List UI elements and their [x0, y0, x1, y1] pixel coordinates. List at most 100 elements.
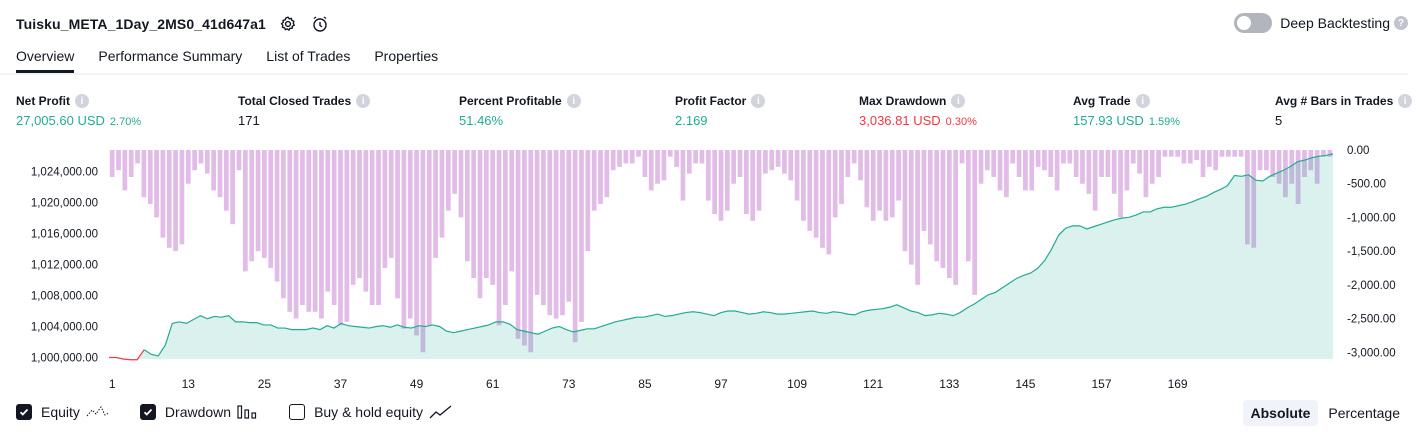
- legend-equity[interactable]: Equity: [16, 404, 110, 420]
- drawdown-bar: [997, 150, 1003, 191]
- stats-row: Net Profit i 27,005.60 USD 2.70% Total Clo…: [16, 94, 1424, 134]
- drawdown-bar: [1321, 150, 1326, 157]
- drawdown-bar: [338, 150, 343, 326]
- drawdown-bar: [496, 150, 502, 326]
- stat-label: Net Profit: [16, 94, 70, 108]
- drawdown-bar: [756, 150, 762, 211]
- drawdown-bar: [585, 150, 591, 252]
- info-icon[interactable]: i: [951, 94, 966, 108]
- drawdown-bar: [813, 150, 819, 238]
- tab-list-of-trades[interactable]: List of Trades: [266, 48, 351, 64]
- drawdown-bar: [439, 150, 445, 238]
- deep-backtesting-toggle[interactable]: [1234, 13, 1273, 33]
- drawdown-bar: [1245, 150, 1250, 245]
- legend-label: Drawdown: [164, 404, 232, 420]
- drawdown-bar: [420, 150, 426, 353]
- right-axis-label: -1,000.00: [1347, 212, 1396, 224]
- drawdown-bar: [350, 150, 356, 285]
- info-icon[interactable]: i: [75, 94, 89, 108]
- x-axis-tick: 97: [714, 377, 728, 391]
- stat-net-profit: Net Profit i 27,005.60 USD 2.70%: [16, 94, 141, 128]
- tab-overview[interactable]: Overview: [16, 48, 75, 73]
- drawdown-bar: [705, 150, 711, 201]
- drawdown-bar: [547, 150, 553, 316]
- x-axis-tick: 133: [939, 377, 959, 391]
- drawdown-bar: [274, 150, 280, 282]
- x-axis-tick: 49: [410, 377, 424, 391]
- drawdown-bar: [870, 150, 876, 221]
- stat-max-drawdown: Max Drawdown i 3,036.81 USD 0.30%: [859, 94, 977, 128]
- info-icon[interactable]: i: [1135, 94, 1150, 108]
- drawdown-bar: [192, 150, 197, 171]
- drawdown-bar: [464, 150, 470, 262]
- equity-drawdown-chart[interactable]: 1,024,000.00 1,020,000.00 1,016,000.00 1,01…: [0, 140, 1424, 395]
- tabs-divider: [0, 73, 1408, 75]
- drawdown-bar: [661, 150, 667, 181]
- x-axis-tick: 73: [562, 377, 576, 391]
- drawdown-bar: [249, 150, 255, 262]
- drawdown-bar: [331, 150, 337, 306]
- equity-checkbox[interactable]: [16, 404, 32, 420]
- deep-backtesting-label: Deep Backtesting: [1280, 15, 1390, 31]
- drawdown-bar: [395, 150, 400, 299]
- drawdown-bar: [1283, 150, 1288, 198]
- absolute-button[interactable]: Absolute: [1242, 400, 1319, 426]
- drawdown-bar: [477, 150, 483, 299]
- drawdown-bar: [750, 150, 756, 221]
- x-axis-tick: 85: [638, 377, 652, 391]
- legend-buy-hold[interactable]: Buy & hold equity: [289, 404, 453, 420]
- drawdown-bar: [515, 150, 521, 339]
- x-axis-tick: 145: [1015, 377, 1035, 391]
- stat-percent: 2.70%: [109, 116, 142, 128]
- drawdown-bar: [1289, 150, 1295, 184]
- alert-clock-icon[interactable]: [310, 14, 330, 34]
- right-axis-label: -1,500.00: [1347, 246, 1396, 258]
- help-icon[interactable]: ?: [1394, 16, 1408, 30]
- drawdown-bar: [1187, 150, 1193, 164]
- drawdown-checkbox[interactable]: [139, 404, 156, 420]
- right-axis-label: -2,000.00: [1347, 280, 1396, 292]
- drawdown-bar: [483, 150, 489, 279]
- drawdown-bar: [1270, 150, 1276, 177]
- info-icon[interactable]: i: [1398, 94, 1413, 108]
- drawdown-bar: [712, 150, 718, 215]
- stat-percent: 1.59%: [1148, 116, 1181, 128]
- drawdown-bar: [1042, 150, 1047, 171]
- left-axis-label: 1,008,000.00: [31, 291, 98, 303]
- scale-mode-switch: Absolute Percentage: [1241, 400, 1409, 426]
- drawdown-bar: [731, 150, 737, 184]
- drawdown-bar: [179, 150, 185, 245]
- drawdown-bar: [426, 150, 432, 326]
- stat-value: 27,005.60 USD: [16, 113, 105, 128]
- drawdown-bar: [782, 150, 787, 174]
- drawdown-bar: [458, 150, 464, 218]
- drawdown-bar: [686, 150, 692, 174]
- drawdown-bar: [617, 150, 622, 167]
- tab-properties[interactable]: Properties: [374, 48, 439, 64]
- drawdown-bar: [242, 150, 248, 272]
- drawdown-bar: [902, 150, 908, 252]
- percentage-button[interactable]: Percentage: [1328, 405, 1400, 421]
- drawdown-bar: [572, 150, 578, 343]
- stat-value: 5: [1275, 113, 1283, 128]
- stat-value: 171: [238, 113, 260, 128]
- info-icon[interactable]: i: [566, 94, 581, 108]
- drawdown-bar: [1264, 150, 1269, 171]
- drawdown-bar: [832, 150, 838, 218]
- drawdown-bar: [560, 150, 565, 316]
- drawdown-bar: [1130, 150, 1136, 164]
- settings-icon[interactable]: [278, 14, 298, 34]
- drawdown-bar: [414, 150, 419, 336]
- drawdown-bar: [610, 150, 616, 171]
- drawdown-bar: [794, 150, 800, 201]
- drawdown-bar: [217, 150, 223, 198]
- drawdown-bar: [509, 150, 515, 272]
- drawdown-bar: [1149, 150, 1155, 184]
- info-icon[interactable]: i: [751, 94, 766, 108]
- info-icon[interactable]: i: [356, 94, 371, 108]
- tab-performance-summary[interactable]: Performance Summary: [98, 48, 243, 64]
- buy-hold-checkbox[interactable]: [289, 404, 306, 420]
- drawdown-bar: [984, 150, 990, 171]
- legend-drawdown[interactable]: Drawdown: [139, 404, 259, 420]
- drawdown-bar: [851, 150, 857, 164]
